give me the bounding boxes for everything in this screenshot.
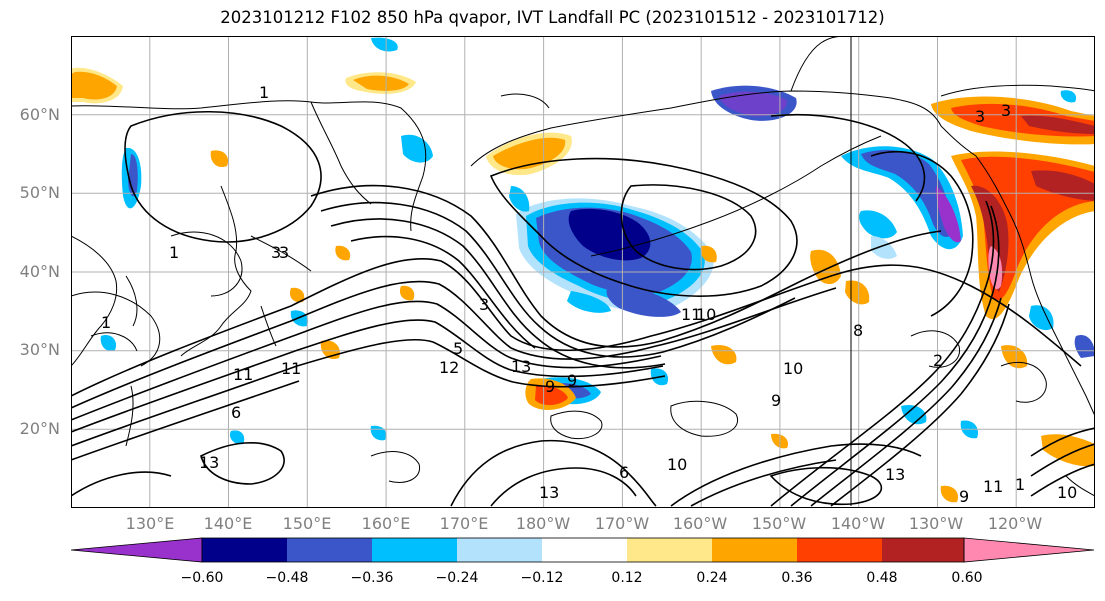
colorbar-segment — [712, 538, 797, 562]
lon-label-180w: 180°W — [515, 514, 571, 533]
lon-label-160w: 160°W — [672, 514, 728, 533]
contour-label: 10 — [1057, 483, 1077, 502]
colorbar-tick-label: 0.60 — [951, 570, 983, 586]
colorbar-segment — [287, 538, 372, 562]
contour-label: 1 — [259, 83, 269, 102]
colorbar-segment — [542, 538, 627, 562]
contour-label: 1 — [1015, 475, 1025, 494]
contour-label: 1 — [169, 243, 179, 262]
colorbar-tick-label: −0.12 — [520, 570, 564, 586]
colorbar-extend-high — [963, 537, 1095, 563]
contour-label: 3 — [975, 107, 985, 126]
contour-label: 10 — [667, 455, 687, 474]
contour-label: 13 — [885, 465, 905, 484]
colorbar-segment — [457, 538, 542, 562]
colorbar-tick-label: −0.36 — [350, 570, 394, 586]
chart-title: 2023101212 F102 850 hPa qvapor, IVT Land… — [220, 8, 885, 27]
ivt-contours-thin — [71, 93, 1047, 483]
lon-label-140w: 140°W — [830, 514, 886, 533]
lon-label-170w: 170°W — [594, 514, 650, 533]
colorbar-tick-label: 0.12 — [611, 570, 643, 586]
lon-label-130w: 130°W — [908, 514, 964, 533]
lat-label-20n: 20°N — [19, 419, 60, 438]
lon-label-140e: 140°E — [203, 514, 253, 533]
contour-label: 1 — [101, 313, 111, 332]
contour-label: 6 — [619, 463, 629, 482]
contour-label: 13 — [511, 357, 531, 376]
colorbar-tick-label: −0.48 — [265, 570, 309, 586]
colorbar — [71, 537, 1095, 563]
colorbar-tick-label: −0.60 — [180, 570, 224, 586]
lat-label-50n: 50°N — [19, 183, 60, 202]
contour-label: 9 — [771, 391, 781, 410]
colorbar-segment — [627, 538, 712, 562]
lon-label-160e: 160°E — [361, 514, 411, 533]
contour-label: 3 — [279, 243, 289, 262]
lat-label-60n: 60°N — [19, 105, 60, 124]
contour-label: 9 — [545, 377, 555, 396]
contour-labels: 1 3 1 1 3 3 5 11 11 13 12 13 6 9 9 10 10… — [101, 83, 1077, 506]
colorbar-segment — [797, 538, 882, 562]
contour-label: 5 — [453, 339, 463, 358]
contour-label: 11 — [233, 365, 253, 384]
contour-label: 13 — [539, 483, 559, 502]
contour-label: 10 — [696, 305, 716, 324]
contour-label: 11 — [983, 477, 1003, 496]
map-panel: 1 3 1 1 3 3 5 11 11 13 12 13 6 9 9 10 10… — [71, 36, 1095, 508]
colorbar-tick-label: −0.24 — [435, 570, 479, 586]
map-canvas: 1 3 1 1 3 3 5 11 11 13 12 13 6 9 9 10 10… — [71, 36, 1095, 508]
colorbar-tick-label: 0.24 — [696, 570, 728, 586]
contour-label: 6 — [231, 403, 241, 422]
contour-label: 3 — [1001, 101, 1011, 120]
lon-label-150e: 150°E — [282, 514, 332, 533]
contour-label: 12 — [439, 358, 459, 377]
contour-label: 8 — [853, 321, 863, 340]
colorbar-extend-low — [71, 537, 203, 563]
contour-label: 9 — [567, 371, 577, 390]
colorbar-tick-label: 0.36 — [781, 570, 813, 586]
lat-label-30n: 30°N — [19, 340, 60, 359]
contour-label: 11 — [681, 305, 701, 324]
colorbar-segment — [372, 538, 457, 562]
contour-label: 3 — [479, 295, 489, 314]
contour-label: 2 — [933, 351, 943, 370]
lon-label-150w: 150°W — [751, 514, 807, 533]
colorbar-tick-label: 0.48 — [866, 570, 898, 586]
coastlines — [71, 36, 1095, 506]
colorbar-segment — [882, 538, 964, 562]
ivt-contours — [71, 110, 1095, 507]
lon-label-170e: 170°E — [439, 514, 489, 533]
lon-label-120w: 120°W — [987, 514, 1043, 533]
lon-label-130e: 130°E — [125, 514, 175, 533]
contour-label: 9 — [959, 487, 969, 506]
lat-label-40n: 40°N — [19, 262, 60, 281]
colorbar-segment — [202, 538, 287, 562]
contour-label: 11 — [281, 359, 301, 378]
contour-label: 13 — [199, 453, 219, 472]
contour-label: 10 — [783, 359, 803, 378]
contour-label: 3 — [271, 243, 281, 262]
